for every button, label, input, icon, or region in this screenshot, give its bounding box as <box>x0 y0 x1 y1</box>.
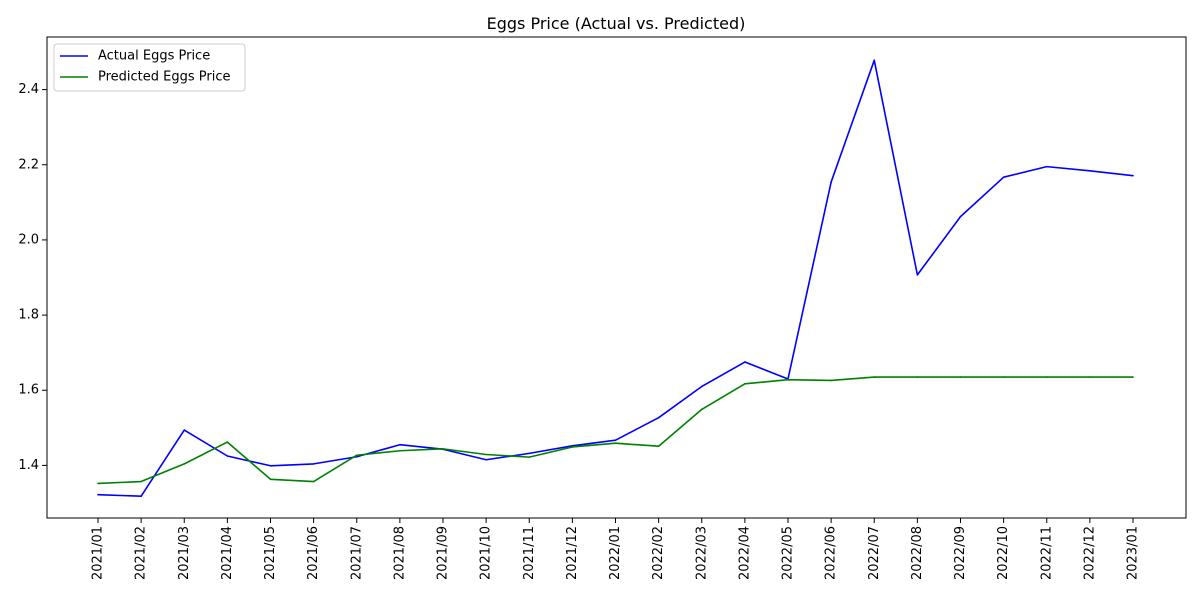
x-tick-label: 2022/08 <box>910 526 925 580</box>
x-tick-label: 2022/12 <box>1082 526 1097 580</box>
x-tick-label: 2021/02 <box>134 526 149 580</box>
x-tick-label: 2021/07 <box>349 526 364 580</box>
series-0-point <box>399 443 401 446</box>
series-0-point <box>269 464 272 467</box>
x-tick-label: 2022/07 <box>867 526 882 580</box>
series-0-point <box>226 455 229 457</box>
series-1-point <box>1089 376 1091 378</box>
series-1-point <box>140 480 142 483</box>
series-0-point <box>657 416 660 419</box>
legend-label: Actual Eggs Price <box>98 49 210 64</box>
x-tick-label: 2022/01 <box>608 526 623 580</box>
series-0-point <box>1132 174 1134 177</box>
series-0-point <box>959 215 962 218</box>
series-1-point <box>97 482 99 485</box>
series-1-point <box>873 376 876 378</box>
x-tick-label: 2021/09 <box>436 526 451 580</box>
x-tick-label: 2021/01 <box>91 526 106 580</box>
series-0-point <box>830 181 832 183</box>
series-1-point <box>1045 376 1048 378</box>
series-0-point <box>528 452 531 455</box>
series-0-point <box>183 429 186 431</box>
series-1-point <box>744 383 746 385</box>
x-tick-label: 2021/06 <box>306 526 321 580</box>
x-tick-label: 2021/08 <box>392 526 407 580</box>
x-tick-label: 2021/04 <box>220 526 235 580</box>
y-tick-label: 2.0 <box>18 232 39 247</box>
series-1-point <box>916 376 919 378</box>
x-tick-label: 2022/04 <box>737 526 752 580</box>
chart-title: Eggs Price (Actual vs. Predicted) <box>487 14 746 33</box>
x-tick-label: 2023/01 <box>1126 526 1141 580</box>
series-1-point <box>787 378 789 381</box>
series-1-point <box>183 463 186 465</box>
series-line-1 <box>97 376 1133 485</box>
series-1-point <box>269 478 272 481</box>
series-1-point <box>1132 376 1134 378</box>
series-0-point <box>916 274 919 276</box>
series-0-point <box>614 439 617 442</box>
y-tick-label: 2.2 <box>18 157 39 172</box>
series-0-point <box>700 385 703 388</box>
x-tick-label: 2022/11 <box>1039 526 1054 580</box>
series-1-point <box>959 376 962 378</box>
series-1-point <box>614 442 617 445</box>
legend-box <box>53 43 246 92</box>
x-tick-label: 2022/06 <box>824 526 839 580</box>
series-0-point <box>1002 176 1005 178</box>
y-tick-label: 2.4 <box>18 82 39 97</box>
series-0-point <box>1045 165 1048 168</box>
series-1-point <box>355 454 358 457</box>
legend: Actual Eggs Price Predicted Eggs Price <box>53 43 246 92</box>
x-tick-label: 2021/11 <box>522 526 537 580</box>
series-1-point <box>312 480 315 483</box>
series-1-point <box>830 379 832 382</box>
series-1-point <box>571 446 574 448</box>
series-1-point <box>226 441 229 443</box>
series-0-point <box>873 59 876 62</box>
series-1-point <box>1002 376 1005 378</box>
series-0-point <box>97 493 99 496</box>
x-tick-label: 2022/03 <box>694 526 709 580</box>
series-0-point <box>312 463 315 465</box>
x-tick-label: 2021/12 <box>565 526 580 580</box>
series-0-point <box>140 495 142 498</box>
axes-frame <box>46 36 1187 519</box>
series-line-0 <box>97 59 1134 498</box>
series-1-point <box>700 408 703 411</box>
series-1-point <box>528 456 531 458</box>
x-tick-label: 2022/09 <box>953 526 968 580</box>
series-1-point <box>485 453 487 456</box>
x-tick-label: 2022/02 <box>651 526 666 580</box>
series-1-point <box>399 449 401 452</box>
x-tick-label: 2021/05 <box>263 526 278 580</box>
y-tick-label: 1.8 <box>18 308 39 323</box>
x-tick-label: 2021/10 <box>479 526 494 580</box>
series-0-point <box>485 458 487 461</box>
plot-area: 2021/01 2021/02 2021/03 2021/04 2021/05 2021/… <box>18 36 1187 580</box>
series-0-point <box>1089 169 1091 172</box>
x-tick-label: 2021/03 <box>177 526 192 580</box>
x-tick-label: 2022/10 <box>996 526 1011 580</box>
y-tick-label: 1.4 <box>18 458 39 473</box>
x-tick-label: 2022/05 <box>781 526 796 580</box>
series-1-point <box>442 448 444 450</box>
series-1-point <box>657 445 660 448</box>
y-tick-label: 1.6 <box>18 383 39 398</box>
series-0-point <box>744 361 746 363</box>
legend-label: Predicted Eggs Price <box>98 70 231 85</box>
